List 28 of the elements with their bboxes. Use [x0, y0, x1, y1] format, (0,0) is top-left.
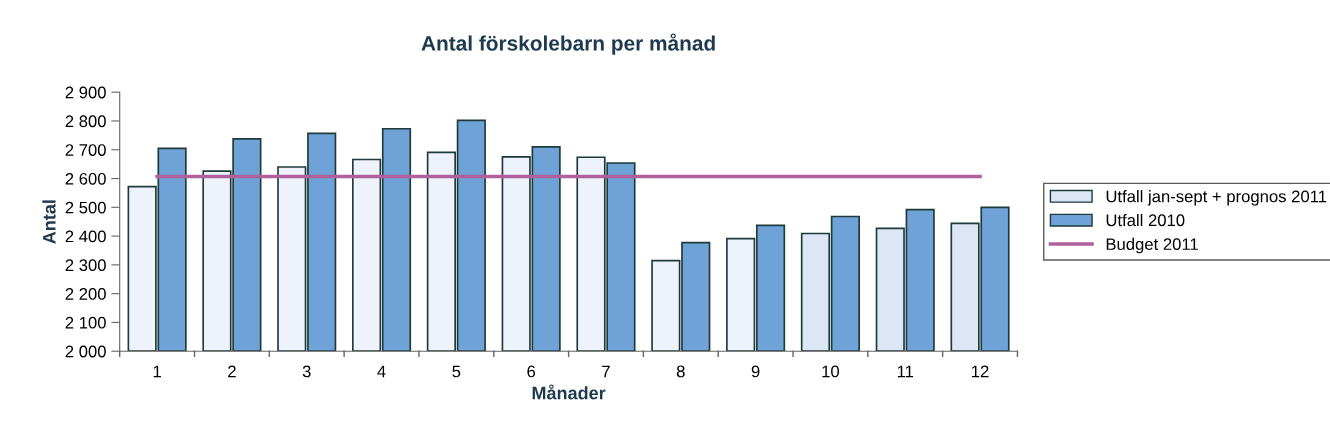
- legend-label: Budget 2011: [1106, 237, 1198, 254]
- y-tick-label: 2 300: [65, 259, 106, 272]
- y-tick-label: 2 200: [65, 288, 106, 300]
- y-tick-label: 2 400: [65, 230, 106, 243]
- x-tick-label: 10: [822, 365, 840, 378]
- x-tick-label: 3: [302, 365, 311, 378]
- x-tick-label: 11: [897, 365, 914, 378]
- x-tick-label: 12: [972, 365, 989, 378]
- legend-label: Utfall jan-sept + prognos 2011: [1106, 190, 1327, 206]
- y-axis-title: Antal: [42, 200, 56, 244]
- x-tick-label: 7: [602, 365, 610, 378]
- y-tick-label: 2 600: [65, 172, 106, 185]
- x-tick-label: 5: [452, 365, 461, 378]
- x-tick-label: 4: [377, 365, 386, 378]
- y-tick-label: 2 100: [65, 316, 106, 329]
- legend-label: Utfall 2010: [1106, 213, 1185, 227]
- x-tick-label: 1: [153, 365, 161, 378]
- y-tick-label: 2 800: [65, 115, 106, 128]
- x-tick-label: 8: [676, 365, 685, 378]
- y-tick-label: 2 900: [65, 86, 106, 99]
- chart-title: Antal förskolebarn per månad: [421, 33, 715, 55]
- x-tick-label: 6: [527, 365, 536, 378]
- y-tick-label: 2 500: [65, 201, 106, 214]
- x-axis-title: Månader: [532, 384, 606, 400]
- y-tick-label: 2 700: [65, 144, 106, 156]
- x-tick-label: 9: [751, 365, 760, 378]
- y-tick-label: 2 000: [65, 345, 106, 358]
- x-tick-label: 2: [228, 365, 236, 378]
